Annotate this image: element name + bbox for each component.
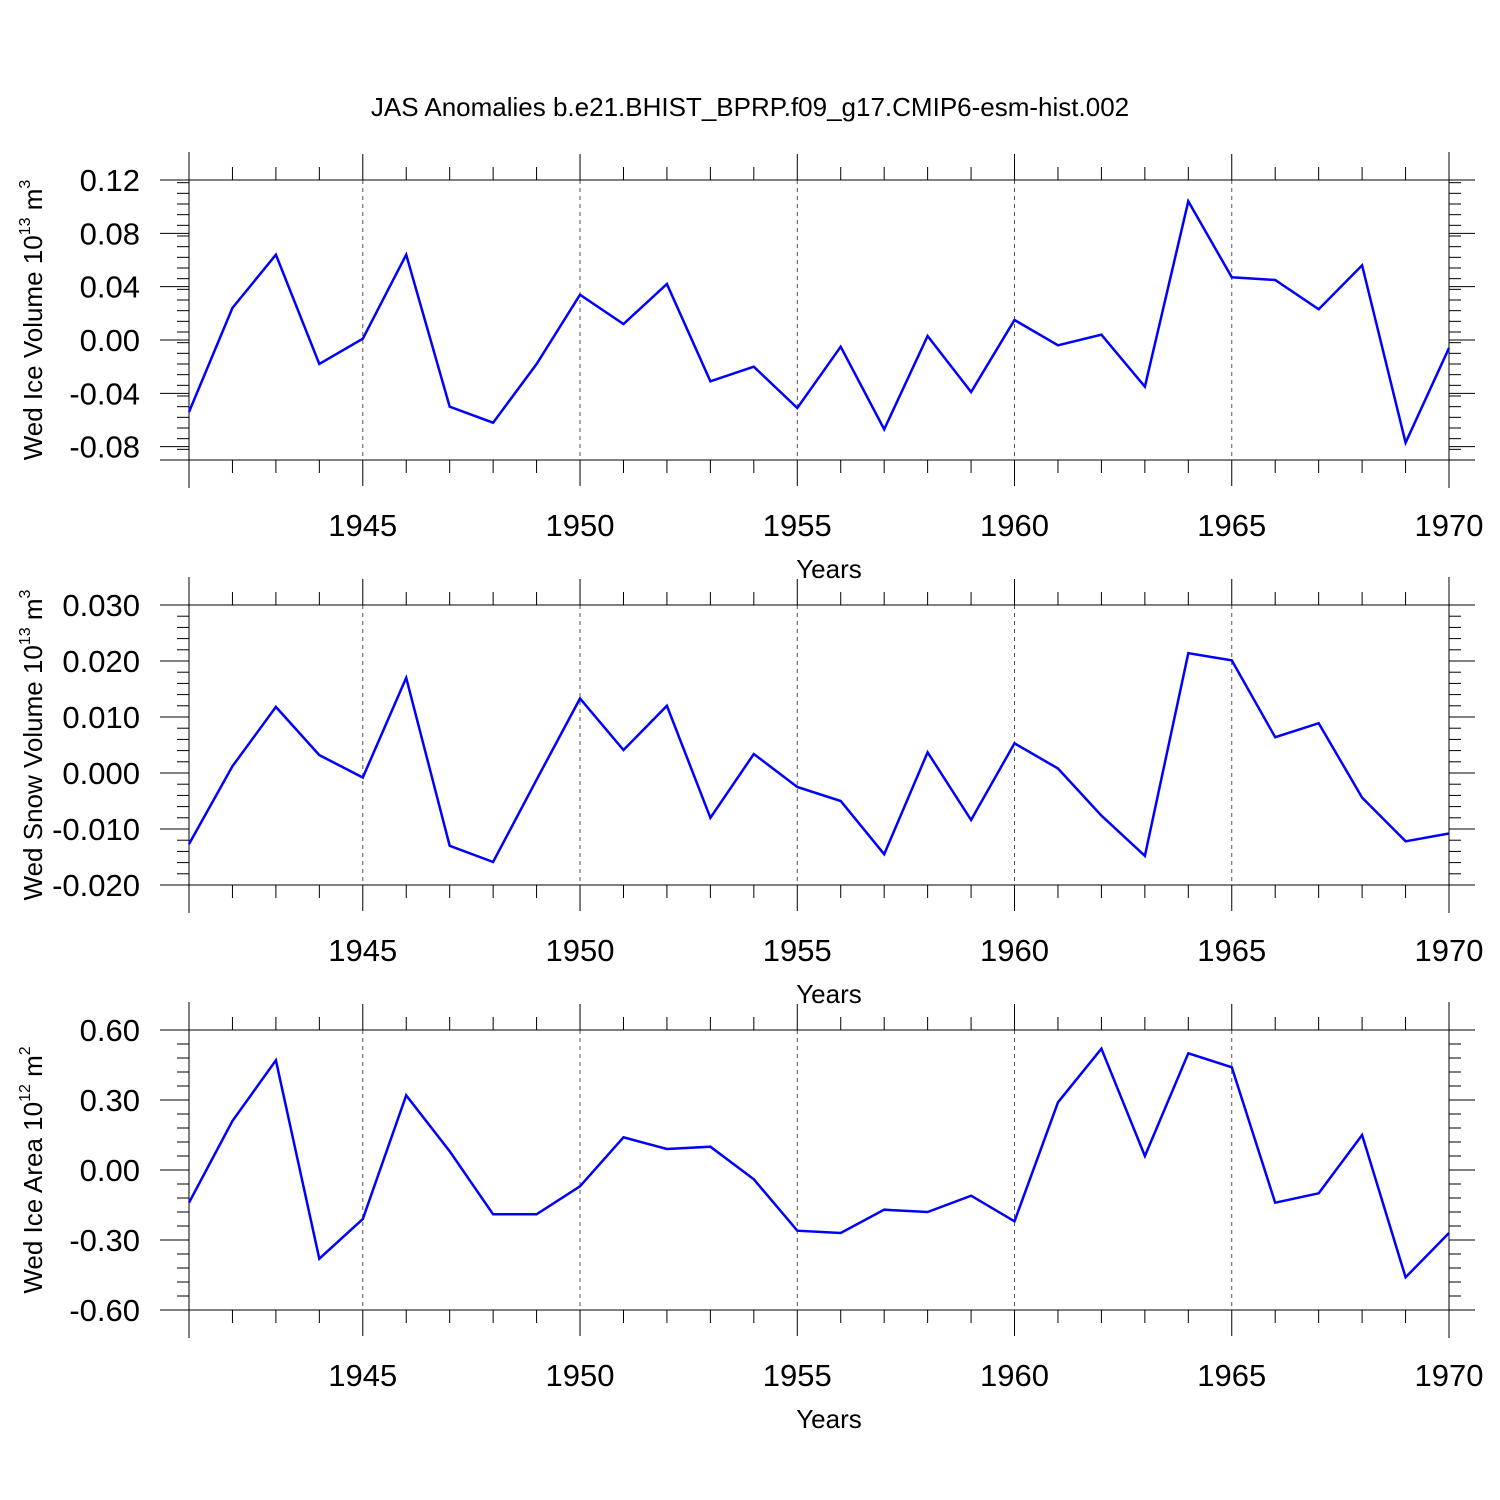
panel-1: 0.12 0.08 0.04 0.00 -0.04 -0.08 1945 1950 1955 19… (17, 152, 1483, 584)
x-axis-label: Years (796, 1404, 862, 1434)
x-tick-label: 1965 (1197, 933, 1266, 968)
x-tick-label: 1965 (1197, 508, 1266, 543)
y-tick-label: -0.020 (52, 868, 140, 903)
y-tick-label: 0.08 (80, 216, 140, 251)
y-tick-label: -0.010 (52, 812, 140, 847)
y-axis-label: Wed Ice Area 1012 m2 (17, 1046, 48, 1293)
x-tick-label: 1960 (980, 1358, 1049, 1393)
y-tick-label: 0.04 (80, 270, 140, 305)
x-tick-label: 1970 (1415, 508, 1484, 543)
series-line (187, 1046, 1450, 1280)
x-tick-label: 1950 (546, 508, 615, 543)
y-tick-label: 0.000 (62, 756, 140, 791)
y-tick-label: -0.08 (69, 430, 140, 465)
series-line (187, 651, 1450, 864)
y-tick-label: 0.00 (80, 1153, 140, 1188)
panel-3: 0.60 0.30 0.00 -0.30 -0.60 1945 1950 1955 1960 19… (17, 1002, 1483, 1434)
y-tick-label: 0.30 (80, 1083, 140, 1118)
y-tick-label: 0.00 (80, 323, 140, 358)
x-tick-label: 1960 (980, 933, 1049, 968)
x-tick-label: 1955 (763, 933, 832, 968)
y-axis-label: Wed Snow Volume 1013 m3 (17, 589, 48, 900)
y-axis-label: Wed Ice Volume 1013 m3 (17, 180, 48, 461)
x-tick-label: 1950 (546, 1358, 615, 1393)
y-tick-label: 0.030 (62, 588, 140, 623)
chart-title: JAS Anomalies b.e21.BHIST_BPRP.f09_g17.C… (371, 92, 1129, 122)
x-axis-label: Years (796, 554, 862, 584)
y-tick-label: 0.12 (80, 163, 140, 198)
y-tick-label: -0.60 (69, 1293, 140, 1328)
y-tick-label: -0.04 (69, 376, 140, 411)
x-tick-label: 1970 (1415, 1358, 1484, 1393)
y-tick-label: 0.020 (62, 644, 140, 679)
x-tick-label: 1970 (1415, 933, 1484, 968)
y-tick-label: -0.30 (69, 1223, 140, 1258)
x-tick-label: 1965 (1197, 1358, 1266, 1393)
y-tick-label: 0.60 (80, 1013, 140, 1048)
y-tick-label: 0.010 (62, 700, 140, 735)
x-tick-label: 1945 (328, 933, 397, 968)
series-line (187, 197, 1451, 447)
x-tick-label: 1945 (328, 508, 397, 543)
x-tick-label: 1945 (328, 1358, 397, 1393)
x-tick-label: 1955 (763, 1358, 832, 1393)
panel-2: 0.030 0.020 0.010 0.000 -0.010 -0.020 1945 1950… (17, 577, 1483, 1009)
x-axis-label: Years (796, 979, 862, 1009)
x-tick-label: 1955 (763, 508, 832, 543)
x-tick-label: 1960 (980, 508, 1049, 543)
panels: 0.12 0.08 0.04 0.00 -0.04 -0.08 1945 1950 1955 19… (17, 152, 1483, 1434)
x-tick-label: 1950 (546, 933, 615, 968)
